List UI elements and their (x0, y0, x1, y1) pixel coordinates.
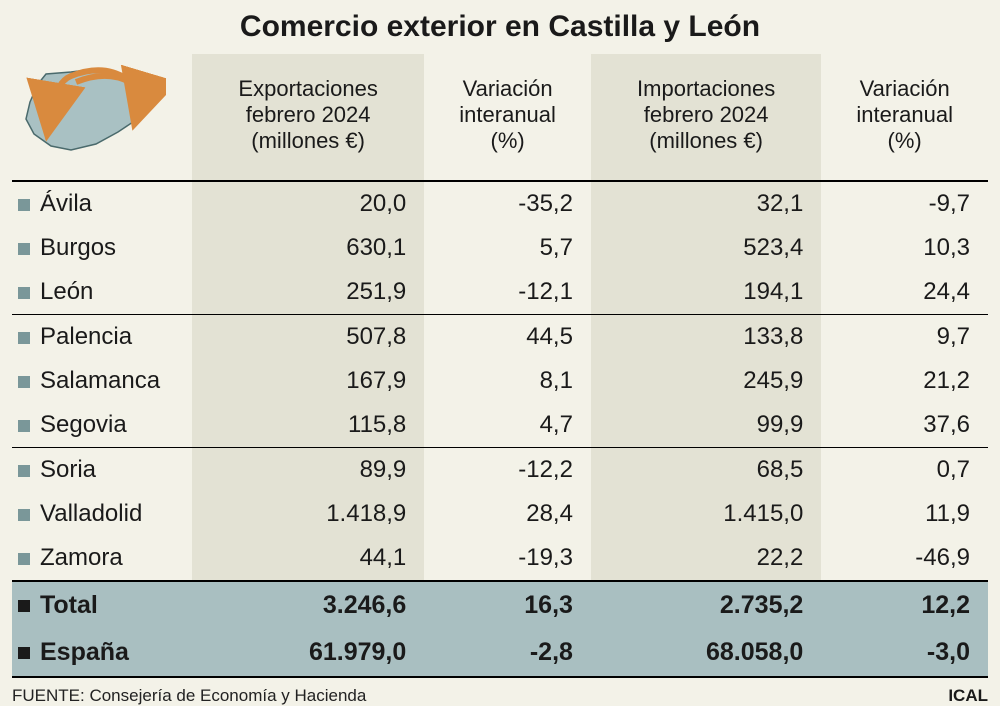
bullet-icon (18, 600, 30, 612)
table-body: Ávila 20,0 -35,2 32,1 -9,7 Burgos 630,1 … (12, 181, 988, 677)
bullet-icon (18, 420, 30, 432)
col-exports: Exportaciones febrero 2024 (millones €) (192, 54, 424, 181)
bullet-icon (18, 465, 30, 477)
table-row: León 251,9 -12,1 194,1 24,4 (12, 270, 988, 315)
table-header: Exportaciones febrero 2024 (millones €) … (12, 54, 988, 181)
bullet-icon (18, 199, 30, 211)
map-arrows-icon (16, 140, 166, 165)
col-var-exp: Variación interanual (%) (424, 54, 591, 181)
footer: FUENTE: Consejería de Economía y Haciend… (12, 678, 988, 706)
agency-label: ICAL (948, 686, 988, 706)
col-imports: Importaciones febrero 2024 (millones €) (591, 54, 821, 181)
col-var-imp: Variación interanual (%) (821, 54, 988, 181)
table-row: Ávila 20,0 -35,2 32,1 -9,7 (12, 181, 988, 226)
table-row: Segovia 115,8 4,7 99,9 37,6 (12, 403, 988, 448)
bullet-icon (18, 647, 30, 659)
bullet-icon (18, 287, 30, 299)
table-row: Valladolid 1.418,9 28,4 1.415,0 11,9 (12, 492, 988, 536)
trade-table: Exportaciones febrero 2024 (millones €) … (12, 54, 988, 678)
total-row: Total 3.246,6 16,3 2.735,2 12,2 (12, 581, 988, 629)
bullet-icon (18, 509, 30, 521)
table-row: Palencia 507,8 44,5 133,8 9,7 (12, 315, 988, 360)
table-row: Zamora 44,1 -19,3 22,2 -46,9 (12, 536, 988, 581)
bullet-icon (18, 243, 30, 255)
table-row: Burgos 630,1 5,7 523,4 10,3 (12, 226, 988, 270)
bullet-icon (18, 553, 30, 565)
source-text: FUENTE: Consejería de Economía y Haciend… (12, 686, 366, 706)
bullet-icon (18, 376, 30, 388)
bullet-icon (18, 332, 30, 344)
chart-title: Comercio exterior en Castilla y León (12, 10, 988, 44)
total-row: España 61.979,0 -2,8 68.058,0 -3,0 (12, 629, 988, 677)
table-row: Salamanca 167,9 8,1 245,9 21,2 (12, 359, 988, 403)
table-row: Soria 89,9 -12,2 68,5 0,7 (12, 448, 988, 493)
